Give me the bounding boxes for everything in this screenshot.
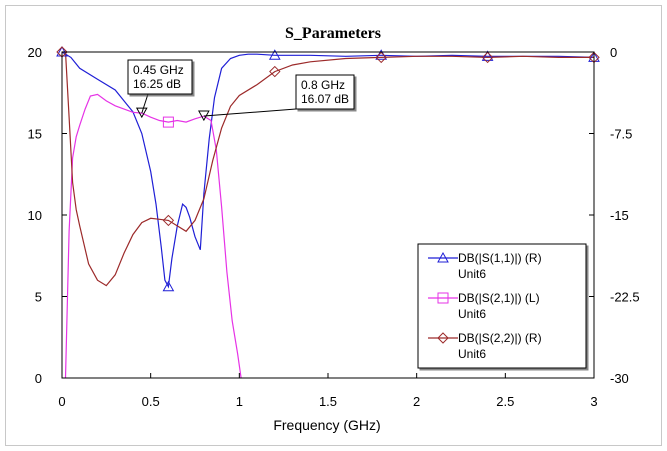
series-layer xyxy=(61,51,595,379)
y-right-tick-label: -30 xyxy=(610,371,629,386)
y-left-tick-label: 10 xyxy=(28,208,42,223)
x-axis-label: Frequency (GHz) xyxy=(273,417,380,433)
x-tick-label: 1.5 xyxy=(319,394,337,409)
series-point-3 xyxy=(162,214,175,227)
series-point-1 xyxy=(268,49,281,60)
y-left-tick-label: 15 xyxy=(28,127,42,142)
x-tick-label: 0.5 xyxy=(142,394,160,409)
series-point-1 xyxy=(162,280,175,292)
series-point-3 xyxy=(481,51,494,64)
tick-layer: 0 0.5 1 1.5 2 2.5 3 0 5 10 15 20 -30 -22.5 -15 -7.5 0 xyxy=(28,45,640,409)
legend-series-unit: Unit6 xyxy=(458,267,486,281)
legend-box xyxy=(417,243,587,369)
x-tick-label: 2 xyxy=(413,394,420,409)
series-point-3 xyxy=(269,65,281,78)
legend-swatch-marker xyxy=(437,292,449,304)
series-line-2 xyxy=(64,93,242,379)
chart-title: S_Parameters xyxy=(285,25,381,42)
x-tick-label: 0 xyxy=(58,394,65,409)
legend-series-name: DB(|S(2,1)|) (L) xyxy=(458,291,540,305)
y-left-tick-label: 5 xyxy=(35,290,42,305)
annotation-leader xyxy=(141,93,149,114)
legend-series-unit: Unit6 xyxy=(458,347,486,361)
legend-series-unit: Unit6 xyxy=(458,307,486,321)
annotation-marker xyxy=(135,107,148,119)
annotation-frequency: 0.45 GHz xyxy=(133,63,184,77)
legend: DB(|S(1,1)|) (R) Unit6 DB(|S(2,1)|) (L) Uni… xyxy=(417,243,587,369)
annotation-value: 16.25 dB xyxy=(133,77,181,91)
y-left-tick-label: 20 xyxy=(28,45,42,60)
annotation-frequency: 0.8 GHz xyxy=(301,78,345,92)
y-right-tick-label: -7.5 xyxy=(610,127,632,142)
annotation-value: 16.07 dB xyxy=(301,92,349,106)
series-line-3 xyxy=(62,51,594,287)
legend-series-name: DB(|S(2,2)|) (R) xyxy=(458,331,542,345)
x-tick-label: 1 xyxy=(236,394,243,409)
y-right-tick-label: -22.5 xyxy=(610,290,640,305)
y-right-tick-label: -15 xyxy=(610,208,629,223)
series-line-1 xyxy=(61,51,595,289)
series-point-1 xyxy=(481,50,494,61)
annotation-leader xyxy=(203,108,297,117)
y-left-tick-label: 0 xyxy=(35,371,42,386)
series-point-2 xyxy=(162,116,174,128)
y-right-tick-label: 0 xyxy=(610,45,617,60)
x-tick-label: 3 xyxy=(590,394,597,409)
series-point-3 xyxy=(375,51,387,64)
legend-series-name: DB(|S(1,1)|) (R) xyxy=(458,251,542,265)
legend-swatch-marker xyxy=(437,251,449,263)
x-tick-label: 2.5 xyxy=(496,394,514,409)
legend-swatch-marker xyxy=(437,332,449,344)
